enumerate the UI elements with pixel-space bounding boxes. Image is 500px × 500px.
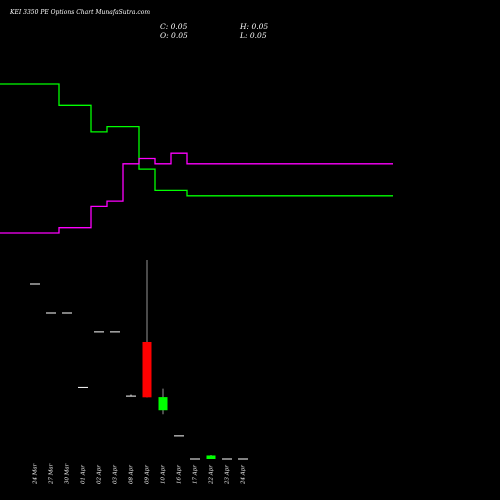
x-axis-ticks: 24 Mar 27 Mar 30 Mar 01 Apr 02 Apr 03 Apr 08 A… [33, 463, 247, 485]
x-tick-label: 02 Apr [97, 465, 103, 484]
x-tick-label: 09 Apr [145, 465, 151, 484]
chart-title: KEI 3350 PE Options Chart MunafaSutra.co… [10, 9, 151, 16]
x-tick-label: 03 Apr [113, 465, 119, 484]
x-tick-label: 16 Apr [177, 465, 183, 484]
close-value: C: 0.05 [160, 22, 188, 31]
candle-09-Apr [142, 260, 152, 398]
candle-10-Apr [158, 388, 168, 415]
x-tick-label: 10 Apr [161, 465, 167, 484]
open-value: O: 0.05 [160, 31, 188, 40]
x-tick-label: 01 Apr [81, 465, 87, 484]
indicator-lines [0, 83, 393, 234]
high-value: H: 0.05 [240, 22, 269, 31]
x-tick-label: 30 Mar [65, 463, 71, 484]
candles [30, 260, 248, 460]
candle-08-Apr [126, 394, 136, 397]
x-tick-label: 23 Apr [225, 465, 231, 485]
low-value: L: 0.05 [240, 31, 267, 40]
x-tick-label: 24 Mar [33, 463, 39, 485]
indicator-line-0 [0, 83, 393, 197]
x-tick-label: 08 Apr [129, 465, 135, 484]
x-tick-label: 22 Apr [209, 465, 215, 485]
x-tick-label: 17 Apr [193, 465, 199, 484]
candle-22-Apr [206, 455, 216, 459]
x-tick-label: 24 Apr [241, 465, 247, 485]
x-tick-label: 27 Mar [49, 463, 55, 485]
indicator-line-1 [0, 152, 393, 234]
